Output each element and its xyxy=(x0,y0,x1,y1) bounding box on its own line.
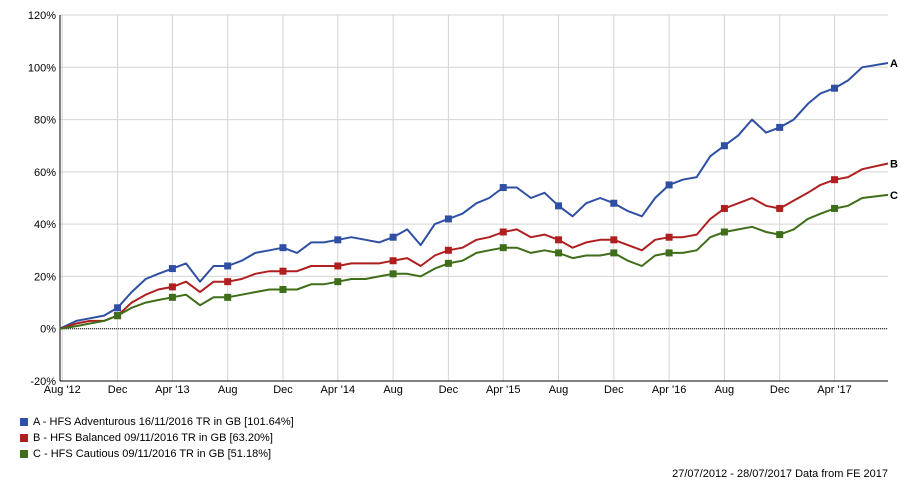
series-marker-c xyxy=(168,293,176,301)
series-marker-b xyxy=(334,262,342,270)
series-marker-c xyxy=(444,259,452,267)
series-marker-a xyxy=(720,142,728,150)
legend-swatch-a xyxy=(20,418,28,426)
series-marker-c xyxy=(831,204,839,212)
x-tick-label: Dec xyxy=(604,384,624,396)
series-marker-a xyxy=(555,202,563,210)
y-tick-label: 80% xyxy=(34,115,56,127)
series-marker-b xyxy=(499,228,507,236)
series-marker-c xyxy=(776,231,784,239)
series-marker-b xyxy=(279,267,287,275)
y-tick-label: 20% xyxy=(34,271,56,283)
series-marker-c xyxy=(279,286,287,293)
series-marker-b xyxy=(389,257,397,265)
series-marker-c xyxy=(224,293,232,301)
series-marker-a xyxy=(444,215,452,223)
series-marker-a xyxy=(389,233,397,241)
x-tick-label: Aug '12 xyxy=(44,384,81,396)
x-tick-label: Apr '14 xyxy=(321,384,356,396)
x-tick-label: Dec xyxy=(108,384,128,396)
series-marker-b xyxy=(665,233,673,241)
series-marker-c xyxy=(499,244,507,252)
series-marker-c xyxy=(665,249,673,257)
series-end-label-a: A xyxy=(890,58,898,70)
series-marker-c xyxy=(555,249,563,257)
y-tick-label: 60% xyxy=(34,167,56,179)
series-marker-a xyxy=(776,123,784,131)
series-marker-a xyxy=(168,265,176,273)
legend: A - HFS Adventurous 16/11/2016 TR in GB … xyxy=(20,414,294,462)
series-marker-c xyxy=(610,249,618,257)
series-marker-b xyxy=(168,283,176,291)
series-marker-a xyxy=(610,199,618,207)
series-marker-a xyxy=(499,184,507,192)
series-marker-c xyxy=(334,278,342,286)
series-marker-a xyxy=(279,244,287,252)
series-marker-a xyxy=(831,84,839,92)
y-tick-label: -20% xyxy=(30,376,56,388)
x-tick-label: Dec xyxy=(439,384,459,396)
series-marker-b xyxy=(555,236,563,244)
series-marker-a xyxy=(665,181,673,189)
series-line-c xyxy=(59,193,889,330)
legend-label-a: A - HFS Adventurous 16/11/2016 TR in GB … xyxy=(33,416,294,428)
series-marker-a xyxy=(114,304,122,312)
y-tick-label: 120% xyxy=(28,10,56,22)
series-line-a xyxy=(59,62,889,330)
series-marker-b xyxy=(720,204,728,212)
series-marker-a xyxy=(224,262,232,270)
legend-swatch-b xyxy=(20,434,28,442)
x-tick-label: Apr '15 xyxy=(486,384,521,396)
series-end-label-c: C xyxy=(890,190,898,202)
series-end-label-b: B xyxy=(890,158,898,170)
legend-swatch-c xyxy=(20,450,28,458)
series-marker-c xyxy=(114,312,122,320)
y-tick-label: 0% xyxy=(40,324,56,336)
legend-item-a[interactable]: A - HFS Adventurous 16/11/2016 TR in GB … xyxy=(20,414,294,430)
series-marker-b xyxy=(831,176,839,184)
legend-item-c[interactable]: C - HFS Cautious 09/11/2016 TR in GB [51… xyxy=(20,446,294,462)
series-marker-b xyxy=(224,278,232,286)
series-line-b xyxy=(59,162,889,330)
x-tick-label: Apr '17 xyxy=(817,384,852,396)
y-tick-label: 40% xyxy=(34,219,56,231)
x-tick-label: Apr '13 xyxy=(155,384,190,396)
x-tick-label: Aug xyxy=(549,384,569,396)
x-tick-label: Aug xyxy=(715,384,735,396)
chart: -20% 0% 20% 40% 60% 80% 100% 120% Aug '12 Dec Apr … xyxy=(28,10,898,396)
series-marker-b xyxy=(444,246,452,254)
source-note: 27/07/2012 - 28/07/2017 Data from FE 201… xyxy=(672,468,888,480)
x-tick-label: Dec xyxy=(273,384,293,396)
x-tick-label: Dec xyxy=(770,384,790,396)
x-tick-label: Aug xyxy=(383,384,403,396)
legend-label-c: C - HFS Cautious 09/11/2016 TR in GB [51… xyxy=(33,448,272,460)
series-marker-a xyxy=(334,236,342,244)
series-marker-b xyxy=(610,236,618,244)
legend-item-b[interactable]: B - HFS Balanced 09/11/2016 TR in GB [63… xyxy=(20,430,294,446)
y-tick-label: 100% xyxy=(28,62,56,74)
x-tick-label: Aug xyxy=(218,384,238,396)
series-marker-c xyxy=(389,270,397,278)
series-marker-c xyxy=(720,228,728,236)
legend-label-b: B - HFS Balanced 09/11/2016 TR in GB [63… xyxy=(33,432,273,444)
series-marker-b xyxy=(776,204,784,212)
x-tick-label: Apr '16 xyxy=(652,384,687,396)
